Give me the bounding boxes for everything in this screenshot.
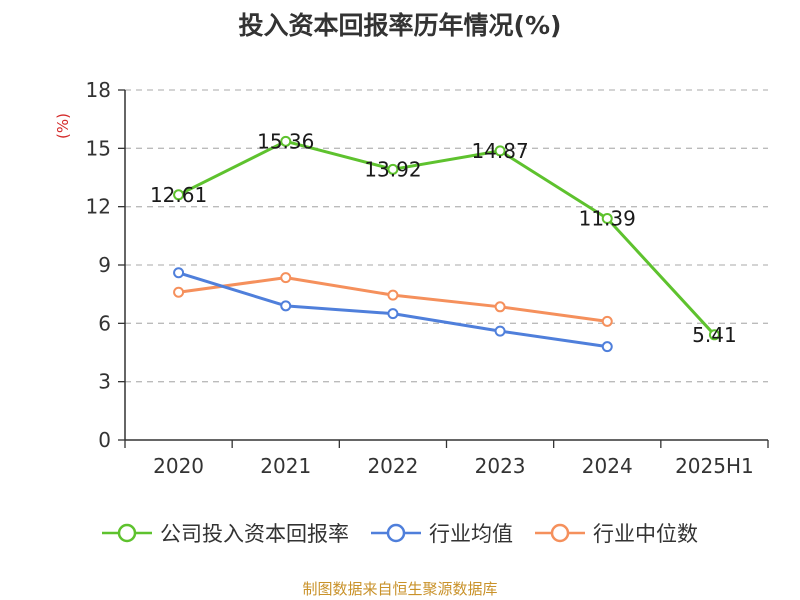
- data-label: 15.36: [257, 129, 314, 153]
- data-point[interactable]: [494, 301, 506, 313]
- data-point[interactable]: [173, 286, 185, 298]
- source-note: 制图数据来自恒生聚源数据库: [302, 580, 498, 598]
- data-point[interactable]: [601, 213, 613, 225]
- legend-marker-industry-avg-icon: [371, 523, 421, 543]
- x-tick-label: 2020: [153, 454, 204, 478]
- data-label: 5.41: [692, 323, 737, 347]
- legend-item-industry-median[interactable]: 行业中位数: [535, 518, 698, 548]
- data-point[interactable]: [387, 163, 399, 175]
- data-point[interactable]: [387, 308, 399, 320]
- y-tick-label: 6: [98, 311, 111, 335]
- y-tick-label: 9: [98, 253, 111, 277]
- x-tick-label: 2021: [260, 454, 311, 478]
- x-tick-label: 2022: [367, 454, 418, 478]
- legend: 公司投入资本回报率 行业均值 行业中位数: [0, 518, 800, 548]
- legend-marker-industry-median-icon: [535, 523, 585, 543]
- series-line-0: [177, 139, 716, 336]
- y-tick-label: 12: [86, 195, 111, 219]
- legend-label-industry-median: 行业中位数: [593, 522, 698, 546]
- y-tick-label: 15: [86, 136, 111, 160]
- legend-item-company[interactable]: 公司投入资本回报率: [102, 518, 349, 548]
- data-point[interactable]: [494, 145, 506, 157]
- legend-item-industry-avg[interactable]: 行业均值: [371, 518, 513, 548]
- x-tick-label: 2023: [475, 454, 526, 478]
- legend-marker-company-icon: [102, 523, 152, 543]
- data-label: 11.39: [579, 207, 636, 231]
- data-point[interactable]: [708, 329, 720, 341]
- data-point[interactable]: [494, 325, 506, 337]
- y-tick-label: 0: [98, 428, 111, 452]
- data-labels: 12.61 15.36 13.92 14.87 11.39 5.41: [150, 129, 737, 346]
- chart-title: 投入资本回报率历年情况(%): [238, 11, 562, 40]
- series-lines: [173, 135, 720, 353]
- data-label: 14.87: [471, 139, 528, 163]
- data-point[interactable]: [173, 189, 185, 201]
- data-point[interactable]: [601, 341, 613, 353]
- y-tick-label: 3: [98, 370, 111, 394]
- x-tick-label: 2025H1: [675, 454, 754, 478]
- data-label: 13.92: [364, 157, 421, 181]
- data-point[interactable]: [280, 135, 292, 147]
- grid-lines: [125, 89, 768, 383]
- y-axis-unit-label: (%): [54, 113, 72, 139]
- x-tick-label: 2024: [582, 454, 633, 478]
- y-tick-label: 18: [86, 78, 111, 102]
- data-point[interactable]: [280, 272, 292, 284]
- data-point[interactable]: [173, 267, 185, 279]
- axes: 0 3 6 9 12 15 18 2020 2021 2022 2023 2024 2025H1: [86, 78, 769, 478]
- data-point[interactable]: [280, 300, 292, 312]
- legend-label-company: 公司投入资本回报率: [160, 522, 349, 546]
- legend-label-industry-avg: 行业均值: [429, 522, 513, 546]
- data-point[interactable]: [387, 289, 399, 301]
- data-point[interactable]: [601, 315, 613, 327]
- data-label: 12.61: [150, 183, 207, 207]
